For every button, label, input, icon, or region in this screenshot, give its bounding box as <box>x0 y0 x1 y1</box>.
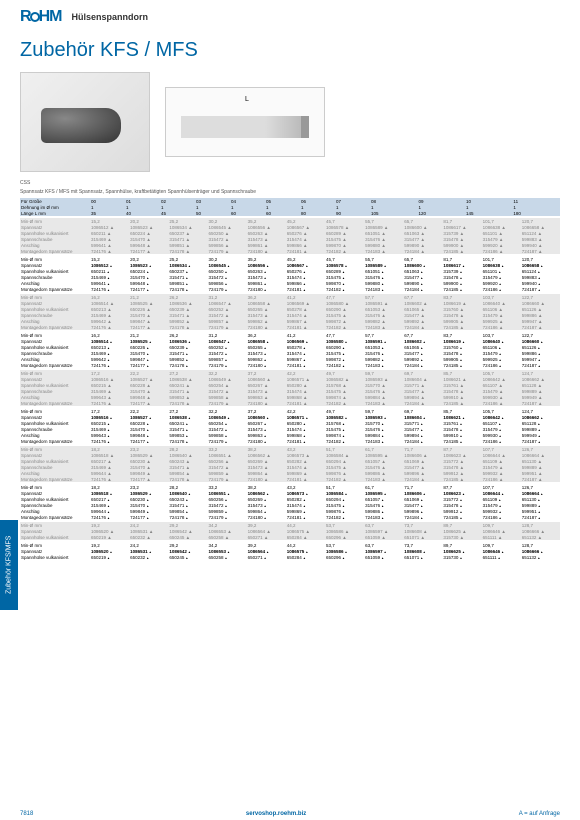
table-group: Min-Ø mm15,220,225,230,235,245,245,755,7… <box>20 256 560 292</box>
footer-right: A = auf Anfrage <box>519 811 560 817</box>
footer-left: 7818 <box>20 811 33 817</box>
technical-drawing <box>165 87 325 157</box>
header-table: Für Größe000102030405060708091011 Dehnun… <box>20 198 560 216</box>
table-group: Min-Ø mm19,224,229,234,239,244,253,763,7… <box>20 542 560 560</box>
table-group-ghost: Min-Ø mm16,221,226,231,236,241,247,757,7… <box>20 294 560 330</box>
table-group: Min-Ø mm17,222,227,232,237,242,249,759,7… <box>20 408 560 444</box>
table-group: Min-Ø mm16,221,226,231,236,241,247,757,7… <box>20 332 560 368</box>
brand-logo: RHM <box>20 8 61 26</box>
side-tab: Zubehör KFS/MFS <box>0 520 18 610</box>
subtitle: Hülsenspanndorn <box>71 12 148 22</box>
table-group-ghost: Min-Ø mm18,223,228,233,238,243,251,761,7… <box>20 446 560 482</box>
page-title: Zubehör KFS / MFS <box>0 34 580 67</box>
table-group-ghost: Min-Ø mm15,220,225,230,235,245,245,755,7… <box>20 218 560 254</box>
table-group-ghost: Min-Ø mm19,224,229,234,239,244,253,763,7… <box>20 522 560 540</box>
product-photo <box>20 72 150 172</box>
desc-text: Spannsatz KFS / MFS mit Spannsatz, Spann… <box>20 189 560 195</box>
desc-code: CSS <box>20 180 560 186</box>
table-group-ghost: Min-Ø mm17,222,227,232,237,242,249,759,7… <box>20 370 560 406</box>
footer-mid: servoshop.roehm.biz <box>246 811 306 817</box>
table-group: Min-Ø mm18,223,228,233,238,243,251,761,7… <box>20 484 560 520</box>
